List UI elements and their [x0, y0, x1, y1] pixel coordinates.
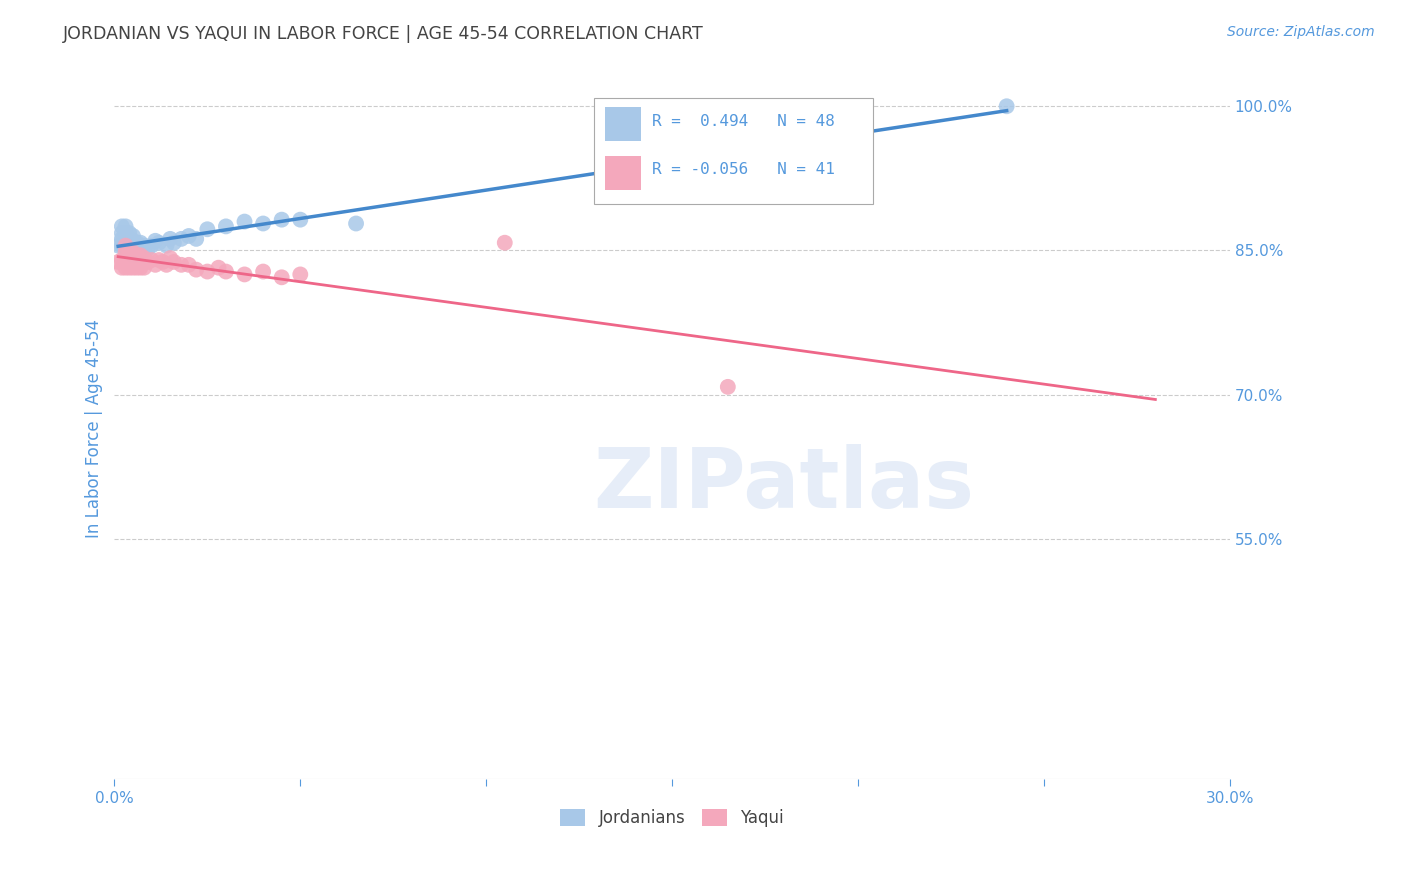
Point — [148, 235, 170, 250]
Point — [111, 232, 134, 246]
Point — [111, 252, 134, 267]
Point — [195, 264, 218, 278]
Point — [125, 255, 148, 269]
Point — [111, 226, 134, 240]
Point — [122, 255, 145, 269]
Point — [136, 255, 159, 269]
Point — [122, 240, 145, 254]
Point — [170, 232, 193, 246]
FancyBboxPatch shape — [605, 107, 641, 141]
Point — [118, 242, 141, 256]
Point — [129, 248, 152, 262]
Point — [125, 260, 148, 275]
Point — [118, 245, 141, 260]
Point — [290, 268, 312, 282]
Point — [207, 260, 229, 275]
Point — [107, 238, 129, 252]
Point — [136, 242, 159, 256]
Point — [118, 226, 141, 240]
Point — [114, 238, 136, 252]
Point — [114, 245, 136, 260]
Point — [125, 242, 148, 256]
Point — [122, 229, 145, 244]
FancyBboxPatch shape — [605, 156, 641, 190]
Text: ZIPatlas: ZIPatlas — [593, 444, 974, 524]
Point — [122, 245, 145, 260]
Point — [270, 270, 292, 285]
Point — [134, 260, 156, 275]
Text: R =  0.494   N = 48: R = 0.494 N = 48 — [652, 114, 835, 129]
Y-axis label: In Labor Force | Age 45-54: In Labor Force | Age 45-54 — [86, 318, 103, 538]
Text: R = -0.056   N = 41: R = -0.056 N = 41 — [652, 161, 835, 177]
Point — [152, 255, 174, 269]
FancyBboxPatch shape — [593, 98, 873, 203]
Point — [125, 245, 148, 260]
Point — [118, 238, 141, 252]
Point — [170, 258, 193, 272]
Point — [129, 235, 152, 250]
Point — [125, 235, 148, 250]
Text: Source: ZipAtlas.com: Source: ZipAtlas.com — [1227, 25, 1375, 39]
Point — [114, 238, 136, 252]
Point — [159, 251, 181, 265]
Point — [125, 248, 148, 262]
Point — [114, 260, 136, 275]
Point — [215, 219, 238, 234]
Point — [114, 252, 136, 267]
Point — [159, 232, 181, 246]
Point — [177, 258, 200, 272]
Point — [141, 252, 163, 267]
Point — [134, 244, 156, 258]
Point — [111, 238, 134, 252]
Legend: Jordanians, Yaqui: Jordanians, Yaqui — [554, 802, 790, 834]
Point — [118, 260, 141, 275]
Point — [186, 232, 208, 246]
Point — [717, 380, 740, 394]
Point — [107, 255, 129, 269]
Point — [141, 238, 163, 252]
Point — [122, 234, 145, 248]
Point — [114, 234, 136, 248]
Point — [134, 238, 156, 252]
Point — [252, 217, 274, 231]
Point — [155, 258, 177, 272]
Point — [111, 260, 134, 275]
Point — [122, 244, 145, 258]
Point — [215, 264, 238, 278]
Point — [252, 264, 274, 278]
Point — [118, 252, 141, 267]
Point — [155, 238, 177, 252]
Text: JORDANIAN VS YAQUI IN LABOR FORCE | AGE 45-54 CORRELATION CHART: JORDANIAN VS YAQUI IN LABOR FORCE | AGE … — [63, 25, 704, 43]
Point — [143, 258, 166, 272]
Point — [114, 219, 136, 234]
Point — [122, 248, 145, 262]
Point — [270, 212, 292, 227]
Point — [494, 235, 516, 250]
Point — [118, 232, 141, 246]
Point — [186, 262, 208, 277]
Point — [233, 268, 256, 282]
Point — [233, 214, 256, 228]
Point — [177, 229, 200, 244]
Point — [290, 212, 312, 227]
Point — [118, 245, 141, 260]
Point — [163, 235, 186, 250]
Point — [111, 219, 134, 234]
Point — [134, 251, 156, 265]
Point — [163, 255, 186, 269]
Point — [148, 252, 170, 267]
Point — [114, 242, 136, 256]
Point — [143, 234, 166, 248]
Point — [118, 234, 141, 248]
Point — [995, 99, 1018, 113]
Point — [344, 217, 367, 231]
Point — [129, 245, 152, 260]
Point — [122, 260, 145, 275]
Point — [122, 252, 145, 267]
Point — [129, 260, 152, 275]
Point — [129, 242, 152, 256]
Point — [122, 237, 145, 252]
Point — [114, 226, 136, 240]
Point — [195, 222, 218, 236]
